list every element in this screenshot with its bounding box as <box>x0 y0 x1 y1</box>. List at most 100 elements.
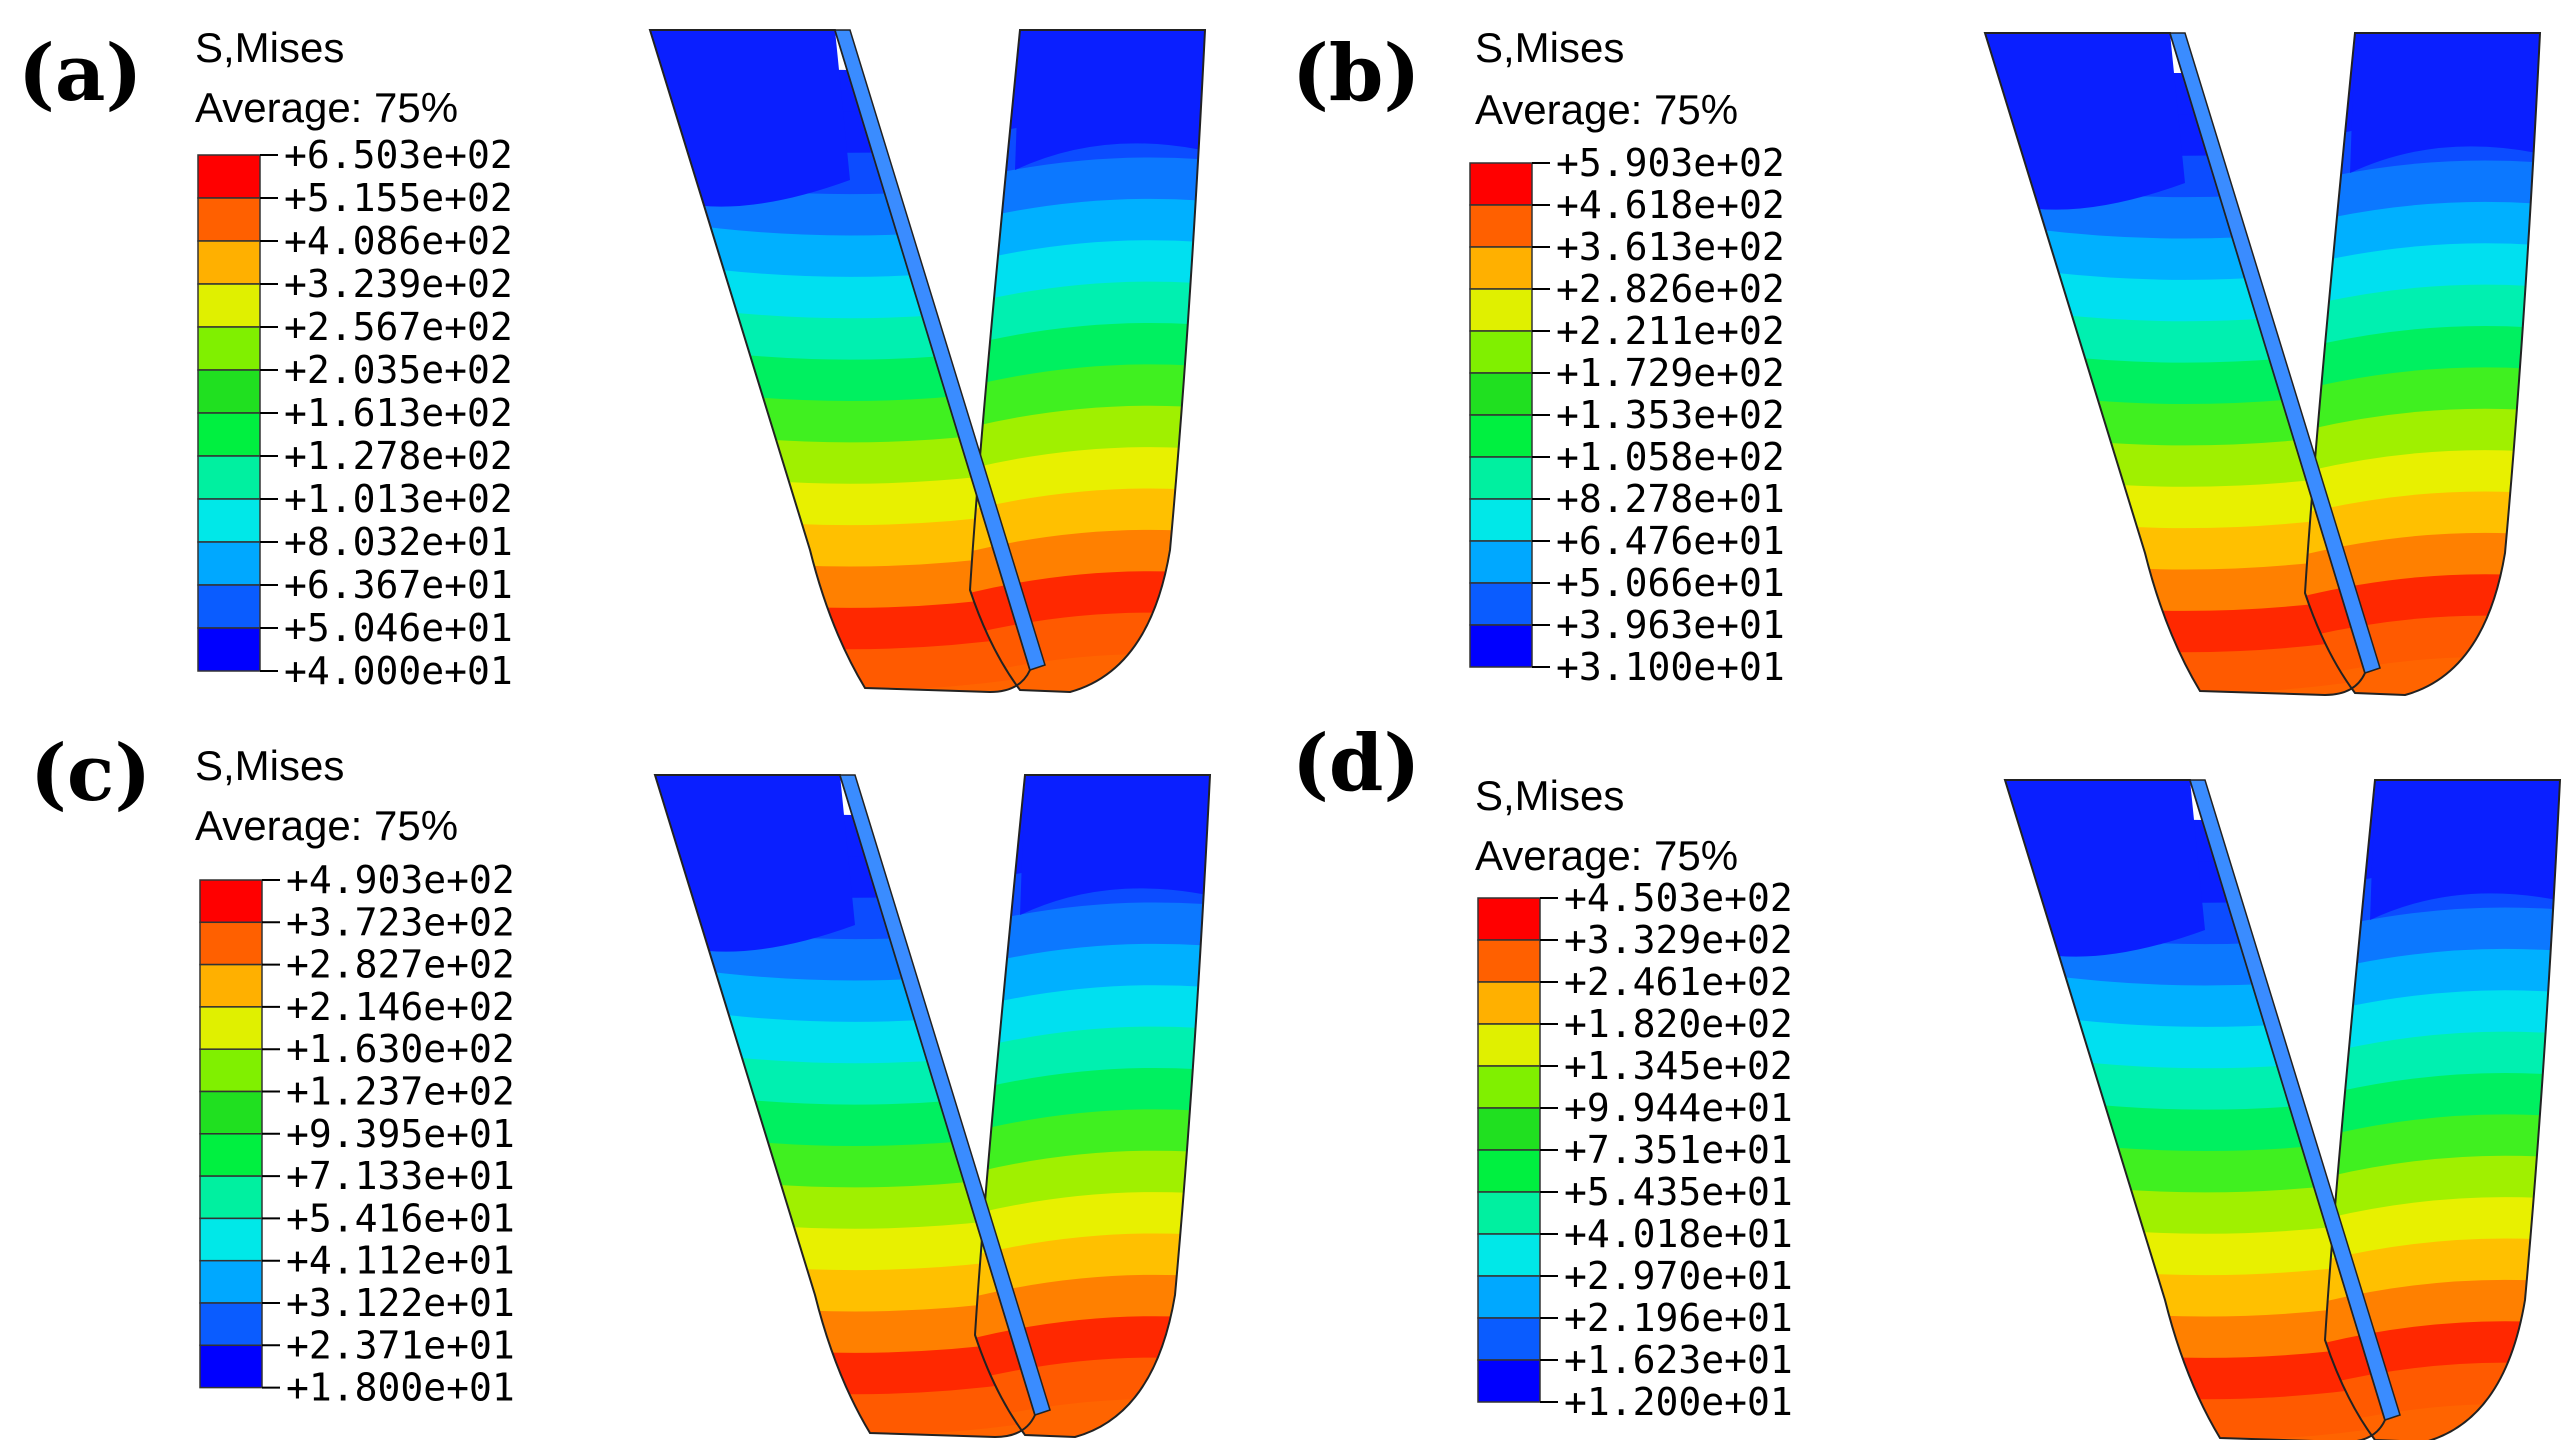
legend-tick-label: +2.970e+01 <box>1564 1254 1793 1298</box>
legend-tick-label: +6.476e+01 <box>1556 519 1785 563</box>
legend-tick-label: +1.630e+02 <box>286 1027 515 1071</box>
legend-tick-label: +3.100e+01 <box>1556 645 1785 689</box>
legend-tick-label: +4.618e+02 <box>1556 183 1785 227</box>
legend-band <box>197 541 261 586</box>
legend-tick-label: +3.723e+02 <box>286 900 515 944</box>
legend-tick-label: +2.035e+02 <box>284 348 513 392</box>
legend-tick-label: +1.278e+02 <box>284 434 513 478</box>
legend-tick-label: +6.503e+02 <box>284 133 513 177</box>
strip-edge <box>833 29 1046 671</box>
color-legend: +5.903e+02+4.618e+02+3.613e+02+2.826e+02… <box>1469 141 1785 689</box>
legend-tick-label: +2.146e+02 <box>286 985 515 1029</box>
legend-tick-label: +5.155e+02 <box>284 176 513 220</box>
legend-band <box>1477 1317 1541 1361</box>
legend-tick-label: +1.623e+01 <box>1564 1338 1793 1382</box>
legend-tick-label: +3.329e+02 <box>1564 918 1793 962</box>
legend-title: S,Mises <box>195 742 344 789</box>
legend-band <box>197 326 261 371</box>
legend-band <box>1477 1149 1541 1193</box>
contour-band <box>2005 780 2205 957</box>
contour-band <box>2370 780 2560 920</box>
legend-band <box>1477 897 1541 941</box>
legend-tick-label: +2.371e+01 <box>286 1323 515 1367</box>
legend-band <box>197 197 261 242</box>
contour-band <box>650 30 850 207</box>
legend-tick-label: +1.353e+02 <box>1556 393 1785 437</box>
panel-c: (c) S,Mises Average: 75% +4.903e+02+3.723e+… <box>30 728 1212 1439</box>
contour-band <box>2350 33 2540 173</box>
legend-tick-label: +4.112e+01 <box>286 1239 515 1283</box>
legend-tick-label: +1.237e+02 <box>286 1070 515 1114</box>
legend-band <box>1477 1233 1541 1277</box>
right-leg-outline <box>973 774 1212 1439</box>
legend-tick-label: +1.613e+02 <box>284 391 513 435</box>
color-legend: +4.903e+02+3.723e+02+2.827e+02+2.146e+02… <box>199 858 515 1410</box>
legend-band <box>199 1302 263 1347</box>
color-legend: +4.503e+02+3.329e+02+2.461e+02+1.820e+02… <box>1477 876 1793 1424</box>
legend-tick-label: +2.827e+02 <box>286 943 515 987</box>
legend-tick-label: +3.122e+01 <box>286 1281 515 1325</box>
legend-band <box>1469 372 1533 416</box>
legend-band <box>197 154 261 199</box>
legend-band <box>199 1006 263 1050</box>
legend-band <box>197 369 261 414</box>
strip-edge <box>838 774 1051 1416</box>
legend-band <box>199 921 263 966</box>
legend-band <box>1469 246 1533 290</box>
legend-tick-label: +2.196e+01 <box>1564 1296 1793 1340</box>
legend-band <box>197 240 261 285</box>
legend-subtitle: Average: 75% <box>195 802 458 849</box>
legend-tick-label: +2.461e+02 <box>1564 960 1793 1004</box>
legend-tick-label: +9.944e+01 <box>1564 1086 1793 1130</box>
legend-band <box>1477 981 1541 1025</box>
legend-tick-label: +3.239e+02 <box>284 262 513 306</box>
legend-tick-label: +6.367e+01 <box>284 563 513 607</box>
legend-band <box>197 498 261 543</box>
legend-tick-label: +9.395e+01 <box>286 1112 515 1156</box>
legend-band <box>199 1090 263 1135</box>
legend-title: S,Mises <box>195 24 344 71</box>
legend-band <box>197 455 261 500</box>
contour-band <box>1015 30 1205 170</box>
legend-tick-label: +1.820e+02 <box>1564 1002 1793 1046</box>
legend-tick-label: +4.000e+01 <box>284 649 513 693</box>
left-leg-outline <box>653 774 1037 1439</box>
legend-band <box>199 879 263 924</box>
legend-tick-label: +1.200e+01 <box>1564 1380 1793 1424</box>
color-legend: +6.503e+02+5.155e+02+4.086e+02+3.239e+02… <box>197 133 513 693</box>
legend-band <box>1469 162 1533 206</box>
legend-tick-label: +2.567e+02 <box>284 305 513 349</box>
v-shape-contour <box>653 774 1212 1439</box>
legend-band <box>1469 330 1533 374</box>
panel-d: (d) S,Mises Average: 75%+4.503e+02+3.329e+… <box>1292 718 2562 1440</box>
panel-label: (a) <box>18 28 142 119</box>
legend-tick-label: +5.435e+01 <box>1564 1170 1793 1214</box>
legend-band <box>1469 582 1533 626</box>
legend-title: S,Mises <box>1475 24 1624 71</box>
legend-tick-label: +5.416e+01 <box>286 1196 515 1240</box>
legend-tick-label: +1.800e+01 <box>286 1366 515 1410</box>
contour-band <box>1020 775 1210 915</box>
panel-b: (b) S,Mises Average: 75% +5.903e+02+4.618e+… <box>1292 24 2542 697</box>
v-shape-contour <box>2003 779 2562 1440</box>
legend-tick-label: +2.826e+02 <box>1556 267 1785 311</box>
contour-band <box>655 775 855 952</box>
legend-band <box>199 963 263 1008</box>
panel-label: (d) <box>1292 718 1420 809</box>
panel-a: (a) S,Mises Average: 75%+6.503e+02+5.155e+… <box>18 24 1207 694</box>
right-leg-outline <box>2303 32 2542 697</box>
legend-tick-label: +4.086e+02 <box>284 219 513 263</box>
legend-subtitle: Average: 75% <box>195 84 458 131</box>
left-leg-outline <box>1983 32 2367 697</box>
legend-tick-label: +5.046e+01 <box>284 606 513 650</box>
legend-band <box>1477 1191 1541 1235</box>
legend-band <box>1477 1359 1541 1403</box>
legend-band <box>197 627 261 672</box>
legend-band <box>1477 1275 1541 1319</box>
left-leg-outline <box>648 29 1032 694</box>
legend-tick-label: +1.013e+02 <box>284 477 513 521</box>
right-leg-outline <box>968 29 1207 694</box>
legend-tick-label: +1.729e+02 <box>1556 351 1785 395</box>
legend-band <box>1477 1023 1541 1067</box>
